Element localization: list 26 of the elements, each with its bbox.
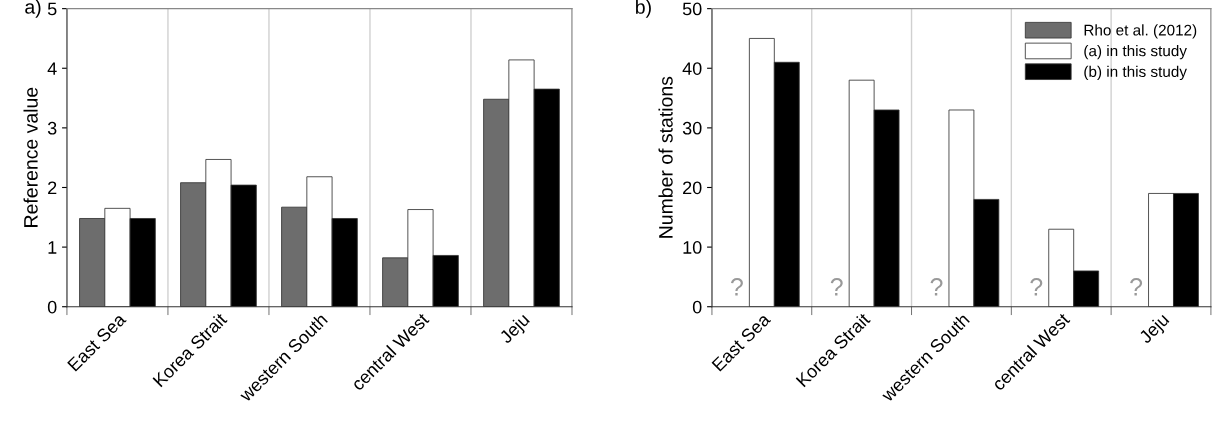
y-tick-label: 40 (682, 62, 702, 75)
x-tick-label: Jeju (1137, 312, 1173, 347)
legend-label: Rho et al. (2012) (1084, 24, 1197, 39)
annotation: ? (1130, 278, 1143, 296)
y-tick-label: 50 (682, 2, 702, 16)
annotation: ? (830, 278, 843, 296)
chart-title: a) (25, 0, 41, 18)
legend-label: (b) in this study (1084, 65, 1187, 81)
y-tick-label: 30 (682, 121, 702, 135)
x-tick-label: Jeju (498, 312, 533, 347)
y-tick-label: 2 (48, 181, 57, 195)
y-tick-label: 5 (47, 2, 57, 16)
y-axis-title: Number of stations (658, 76, 673, 238)
annotation: ? (730, 278, 743, 296)
y-axis-title: Reference value (23, 87, 38, 227)
y-tick-label: 0 (692, 300, 702, 314)
legend-label: (a) in this study (1084, 45, 1187, 60)
y-tick-label: 20 (683, 181, 702, 195)
y-tick-label: 1 (48, 241, 57, 254)
y-tick-label: 3 (47, 121, 57, 135)
annotation: ? (1030, 278, 1043, 296)
annotation: ? (930, 278, 943, 296)
chart-title: b) (636, 0, 651, 18)
y-tick-label: 0 (47, 300, 57, 314)
y-tick-label: 10 (683, 241, 702, 254)
y-tick-label: 4 (47, 62, 57, 75)
